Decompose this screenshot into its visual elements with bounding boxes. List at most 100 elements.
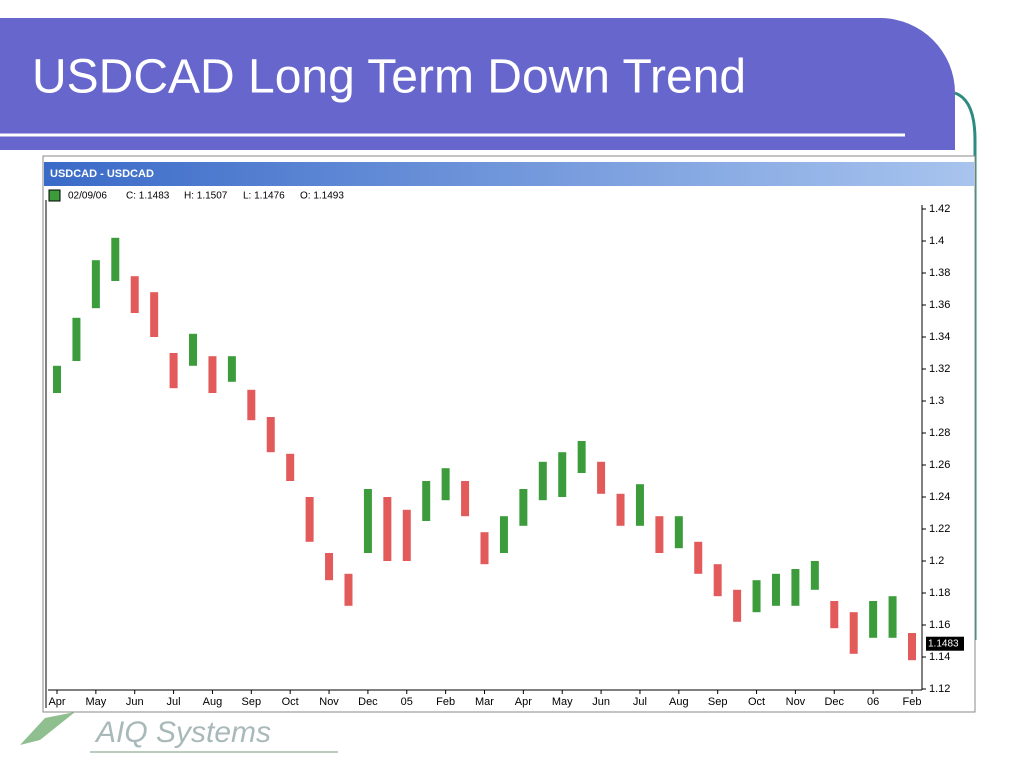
x-tick-label: Aug (669, 696, 689, 708)
price-bar (150, 292, 159, 337)
last-price-label: 1.1483 (928, 638, 959, 649)
price-bar (849, 612, 858, 654)
last-price-box (926, 636, 964, 651)
price-bar (869, 601, 878, 638)
price-bar (499, 516, 508, 553)
price-bar (577, 441, 586, 473)
y-tick-label: 1.24 (929, 491, 950, 503)
price-bar (480, 532, 489, 565)
info-text: O: 1.1493 (300, 191, 344, 202)
chart-icon (48, 189, 61, 202)
price-bar (830, 601, 839, 629)
info-text: H: 1.1507 (184, 191, 228, 202)
y-tick-label: 1.36 (929, 299, 950, 311)
logo-mark (20, 712, 75, 745)
price-bar (111, 237, 120, 281)
price-bar (208, 356, 217, 393)
y-tick-label: 1.2 (929, 555, 944, 567)
x-tick-label: Sep (242, 696, 262, 708)
info-text: L: 1.1476 (243, 191, 285, 202)
x-tick-label: Mar (475, 696, 494, 708)
price-bar (363, 489, 372, 553)
y-tick-label: 1.28 (929, 427, 950, 439)
x-tick-label: May (552, 696, 573, 708)
price-bar (383, 497, 392, 561)
x-tick-label: Jun (126, 696, 144, 708)
price-bar (635, 484, 644, 526)
x-tick-label: Nov (319, 696, 339, 708)
price-bar (402, 509, 411, 561)
price-bar (247, 389, 256, 421)
x-tick-label: May (85, 696, 106, 708)
price-bar (888, 596, 897, 638)
price-bar (791, 569, 800, 606)
price-bar (810, 561, 819, 590)
price-bar (266, 417, 275, 453)
y-tick-label: 1.18 (929, 587, 950, 599)
price-bar (713, 564, 722, 597)
price-bar (519, 489, 528, 526)
y-tick-label: 1.16 (929, 619, 950, 631)
price-bar (422, 481, 431, 521)
price-bar (53, 365, 61, 393)
price-bar (130, 276, 139, 313)
price-bar (771, 573, 780, 606)
price-bar (558, 452, 567, 497)
price-bar (733, 589, 742, 622)
x-tick-label: Feb (436, 696, 455, 708)
x-tick-label: Apr (48, 696, 65, 708)
x-tick-label: Nov (786, 696, 806, 708)
x-tick-label: Oct (282, 696, 299, 708)
price-bar (305, 497, 314, 542)
price-bar (189, 333, 198, 366)
price-bar (616, 493, 625, 526)
price-bar (538, 461, 547, 501)
price-bar (169, 353, 178, 389)
price-bar (752, 580, 761, 613)
x-tick-label: Jul (633, 696, 647, 708)
price-bar (286, 453, 295, 481)
price-bar (325, 553, 334, 581)
x-tick-label: Oct (748, 696, 765, 708)
x-tick-label: Apr (515, 696, 532, 708)
y-tick-label: 1.12 (929, 683, 950, 695)
footer-logo: AIQ Systems (94, 716, 271, 749)
y-tick-label: 1.14 (929, 651, 950, 663)
price-bar (441, 468, 450, 501)
y-tick-label: 1.26 (929, 459, 950, 471)
price-bar (655, 516, 664, 553)
x-tick-label: 05 (401, 696, 413, 708)
y-tick-label: 1.4 (929, 235, 944, 247)
x-tick-label: Feb (903, 696, 922, 708)
x-tick-label: Dec (824, 696, 844, 708)
x-tick-label: Aug (203, 696, 223, 708)
y-tick-label: 1.34 (929, 331, 950, 343)
price-bar (344, 573, 353, 606)
accent-line (954, 91, 977, 640)
x-tick-label: Dec (358, 696, 378, 708)
info-text: C: 1.1483 (126, 191, 170, 202)
price-bar (91, 260, 100, 309)
price-bar (674, 516, 683, 549)
x-tick-label: 06 (867, 696, 879, 708)
x-tick-label: Jul (167, 696, 181, 708)
info-text: 02/09/06 (68, 191, 107, 202)
price-bar (694, 541, 703, 574)
price-bar (72, 317, 81, 361)
y-tick-label: 1.38 (929, 267, 950, 279)
price-bar (908, 633, 916, 661)
x-tick-label: Sep (708, 696, 728, 708)
price-bar (597, 461, 606, 494)
y-tick-label: 1.32 (929, 363, 950, 375)
slide-title: USDCAD Long Term Down Trend (32, 51, 746, 104)
chart-window (42, 155, 976, 713)
y-tick-label: 1.42 (929, 203, 950, 215)
y-tick-label: 1.3 (929, 395, 944, 407)
window-titlebar (44, 162, 974, 186)
title-bar (0, 18, 955, 150)
window-title: USDCAD - USDCAD (50, 168, 154, 180)
y-tick-label: 1.22 (929, 523, 950, 535)
price-bar (461, 481, 470, 517)
x-tick-label: Jun (592, 696, 610, 708)
